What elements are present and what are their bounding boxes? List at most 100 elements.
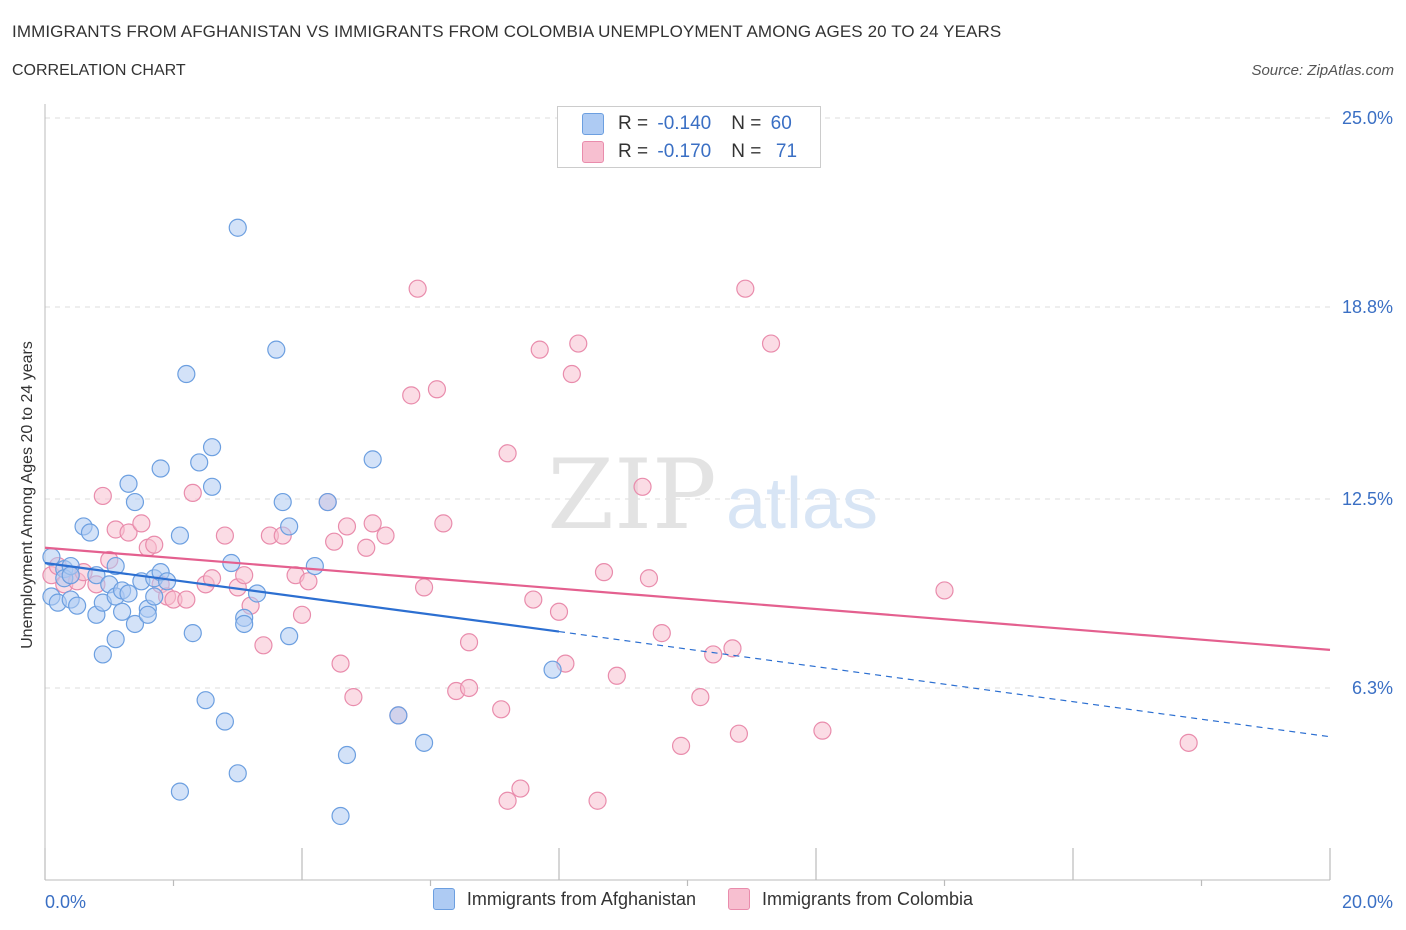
colombia-point [704, 645, 723, 664]
colombia-point [132, 514, 151, 533]
colombia-point [145, 535, 164, 554]
colombia-point [363, 514, 382, 533]
colombia-point [588, 791, 607, 810]
bottom-legend: Immigrants from Afghanistan Immigrants f… [0, 888, 1406, 910]
colombia-point [935, 581, 954, 600]
trend-lines [44, 546, 1331, 738]
colombia-point [562, 364, 581, 384]
legend-n-label: N = [731, 113, 767, 134]
legend-swatch-colombia [582, 141, 604, 163]
y-axis-title: Unemployment Among Ages 20 to 24 years [19, 341, 36, 649]
afghanistan-point [157, 572, 177, 591]
afghanistan-point [145, 587, 164, 606]
colombia-point [93, 486, 112, 506]
y-tick-label: 18.8% [1342, 297, 1393, 317]
colombia-point [299, 572, 318, 591]
colombia-point [530, 340, 549, 359]
legend-row-colombia: R = -0.170 N = 71 [582, 139, 797, 165]
colombia-point [235, 566, 254, 585]
afghanistan-point [183, 624, 202, 643]
afghanistan-point [273, 492, 292, 512]
afghanistan-point [177, 364, 196, 384]
watermark: ZIP atlas [547, 439, 878, 551]
afghanistan-point [215, 712, 234, 731]
colombia-point [813, 721, 832, 740]
afghanistan-point [280, 627, 299, 646]
afghanistan-point [190, 453, 209, 472]
colombia-point [492, 700, 511, 719]
legend-swatch-afghanistan [582, 113, 604, 135]
colombia-point [639, 569, 659, 588]
colombia-point [729, 724, 749, 743]
afghanistan-point [68, 596, 87, 615]
afghanistan-point [267, 340, 286, 359]
legend-r-value: -0.140 [657, 113, 712, 134]
legend-r-label: R = [618, 141, 654, 162]
tick-labels: 6.3% 12.5% 18.8% 25.0% 0.0% 20.0% [45, 108, 1393, 912]
afghanistan-trend-extension [558, 630, 1331, 738]
afghanistan-point [80, 523, 100, 542]
afghanistan-point [125, 614, 145, 634]
colombia-point [337, 517, 357, 536]
afghanistan-point [112, 602, 132, 621]
afghanistan-point [138, 605, 157, 624]
legend-r-label: R = [618, 113, 654, 134]
colombia-point [202, 569, 222, 588]
colombia-point [459, 678, 479, 698]
afghanistan-point [61, 566, 80, 585]
colombia-point [736, 279, 755, 298]
bottom-legend-label-afghanistan: Immigrants from Afghanistan [466, 888, 697, 909]
colombia-point [325, 532, 344, 551]
afghanistan-point [196, 691, 215, 710]
y-tick-label: 12.5% [1342, 489, 1393, 509]
colombia-point [183, 483, 202, 503]
colombia-point [177, 590, 196, 609]
bottom-legend-swatch-afghanistan [432, 888, 455, 910]
watermark-atlas: atlas [726, 464, 878, 544]
afghanistan-point [331, 806, 350, 826]
afghanistan-point [106, 556, 125, 576]
afghanistan-point [235, 614, 254, 634]
colombia-point [402, 386, 421, 405]
y-tick-label: 6.3% [1352, 678, 1393, 698]
afghanistan-point [202, 477, 222, 496]
colombia-point [331, 654, 350, 673]
colombia-point [119, 523, 138, 542]
colombia-point [498, 791, 517, 810]
colombia-point [549, 602, 569, 621]
afghanistan-point [337, 745, 357, 765]
colombia-point [511, 779, 530, 798]
afghanistan-point [106, 630, 125, 649]
colombia-point [434, 514, 453, 533]
afghanistan-point [151, 459, 170, 478]
colombia-point [344, 688, 363, 707]
x-tick-label: 20.0% [1342, 892, 1393, 912]
legend-row-afghanistan: R = -0.140 N = 60 [582, 111, 792, 137]
series-colombia-points [42, 279, 1198, 810]
afghanistan-point [202, 438, 222, 457]
afghanistan-point [93, 645, 112, 664]
source-label: Source: ZipAtlas.com [1251, 62, 1394, 79]
colombia-point [459, 633, 479, 652]
colombia-point [524, 590, 543, 609]
chart-title: IMMIGRANTS FROM AFGHANISTAN VS IMMIGRANT… [12, 22, 1002, 41]
colombia-point [1179, 733, 1198, 752]
colombia-point [376, 526, 395, 545]
afghanistan-point [170, 782, 190, 801]
bottom-legend-label-colombia: Immigrants from Colombia [762, 888, 974, 909]
afghanistan-point [305, 556, 324, 576]
legend-n-value: 60 [770, 113, 792, 134]
colombia-point [427, 380, 447, 399]
colombia-point [357, 538, 376, 557]
afghanistan-point [280, 517, 299, 536]
bottom-legend-colombia: Immigrants from Colombia [728, 888, 973, 910]
colombia-point [723, 639, 742, 658]
legend-n-value: 71 [770, 141, 798, 162]
afghanistan-point [414, 733, 434, 752]
afghanistan-point [543, 660, 562, 679]
watermark-zip: ZIP [547, 439, 716, 551]
colombia-trend-line [44, 546, 1331, 651]
legend-n-label: N = [731, 141, 767, 162]
afghanistan-point [228, 218, 247, 237]
afghanistan-point [119, 474, 138, 493]
